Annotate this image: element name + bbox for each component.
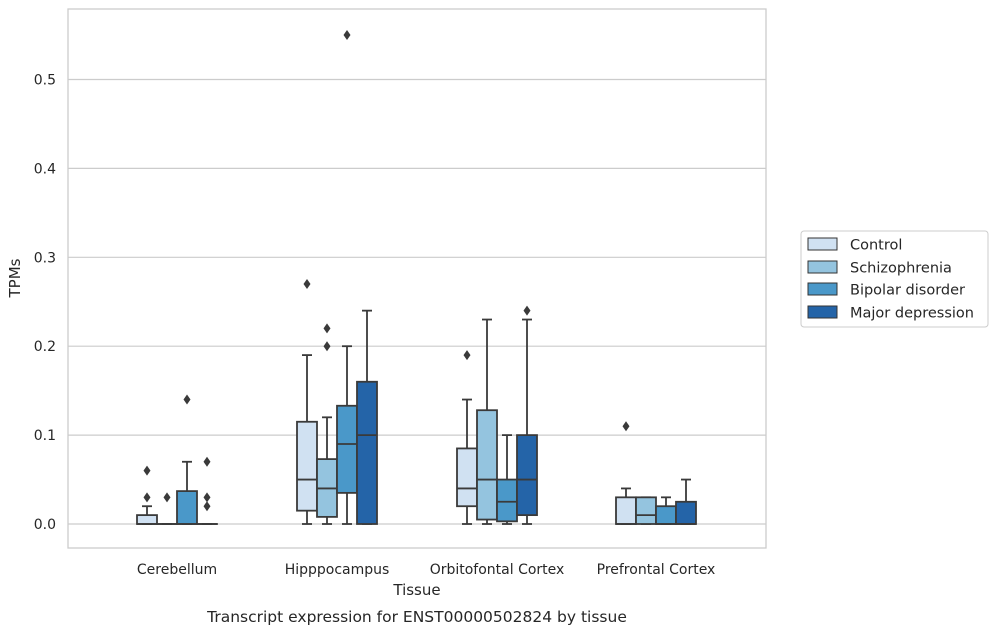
plot-area-frame <box>67 8 767 549</box>
box-body <box>476 409 498 521</box>
box-body <box>655 505 677 525</box>
outlier-point <box>303 278 311 289</box>
x-axis-ticks: Cerebellum Hipppocampus Orbitofontal Corte… <box>137 562 715 578</box>
y-tick-label: 0.1 <box>34 428 56 444</box>
box-schizophrenia <box>316 323 338 525</box>
box-major-depression <box>196 456 218 525</box>
box-schizophrenia <box>156 492 178 525</box>
legend-swatch-control <box>807 237 838 251</box>
outlier-point <box>143 465 151 476</box>
legend-label-schizophrenia: Schizophrenia <box>850 261 952 277</box>
box-control <box>296 278 318 525</box>
legend-label-bipolar-disorder: Bipolar disorder <box>850 283 965 299</box>
box-body <box>176 490 198 525</box>
legend-swatch-major-depression <box>807 305 838 319</box>
outlier-point <box>622 421 630 432</box>
outlier-point <box>163 492 171 503</box>
outlier-point <box>203 492 211 503</box>
box-major-depression <box>516 305 538 525</box>
legend-label-major-depression: Major depression <box>850 306 974 322</box>
box-body <box>675 500 697 525</box>
legend-swatch-bipolar-disorder <box>807 282 838 296</box>
legend-frame <box>800 230 989 328</box>
box-major-depression <box>356 309 378 525</box>
box-body <box>336 404 358 494</box>
box-body <box>516 434 538 517</box>
y-tick-label: 0.0 <box>34 517 56 533</box>
box-body <box>356 380 378 525</box>
box-bipolar-disorder <box>655 496 677 525</box>
x-tick-label: Orbitofontal Cortex <box>430 562 565 578</box>
outlier-point <box>323 341 331 352</box>
outlier-point <box>203 456 211 467</box>
box-body <box>456 447 478 508</box>
x-tick-label: Prefrontal Cortex <box>597 562 716 578</box>
box-body <box>136 514 158 525</box>
x-tick-label: Hipppocampus <box>285 562 390 578</box>
outlier-point <box>523 305 531 316</box>
box-control <box>456 350 478 525</box>
y-axis-ticks: 0.0 0.1 0.2 0.3 0.4 0.5 <box>34 73 56 534</box>
legend-label-control: Control <box>850 238 902 254</box>
outlier-point <box>143 492 151 503</box>
box-control <box>136 465 158 525</box>
outlier-point <box>183 394 191 405</box>
box-body <box>496 478 518 523</box>
y-axis-title: TPMs <box>6 258 24 298</box>
outlier-point <box>343 30 351 41</box>
legend: Control Schizophrenia Bipolar disorder M… <box>800 230 989 328</box>
x-tick-label: Cerebellum <box>137 562 217 578</box>
box-schizophrenia <box>476 318 498 525</box>
box-bipolar-disorder <box>496 434 518 525</box>
x-axis-title: Tissue <box>392 581 440 599</box>
chart-title: Transcript expression for ENST0000050282… <box>206 608 627 626</box>
legend-swatch-schizophrenia <box>807 260 838 274</box>
y-tick-label: 0.2 <box>34 339 56 355</box>
box-body <box>615 496 637 525</box>
outlier-point <box>323 323 331 334</box>
box-schizophrenia <box>635 496 657 525</box>
outlier-point <box>203 501 211 512</box>
box-bipolar-disorder <box>336 30 358 525</box>
y-tick-label: 0.5 <box>34 73 56 89</box>
box-control <box>615 421 637 525</box>
box-body <box>635 496 657 525</box>
y-tick-label: 0.3 <box>34 250 56 266</box>
boxes <box>136 30 697 525</box>
box-bipolar-disorder <box>176 394 198 525</box>
box-body <box>296 420 318 512</box>
y-tick-label: 0.4 <box>34 161 56 177</box>
box-major-depression <box>675 478 697 525</box>
grid-lines <box>68 78 766 525</box>
outlier-point <box>463 350 471 361</box>
